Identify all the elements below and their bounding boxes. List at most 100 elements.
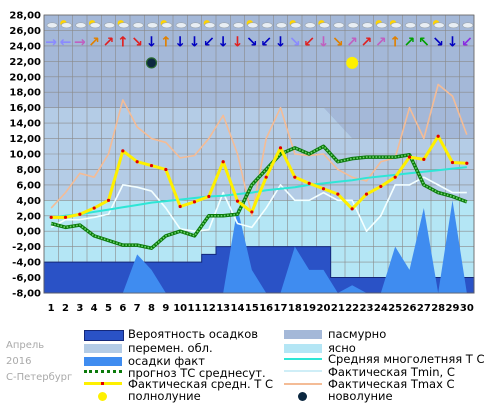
actual-mean-point [49,215,53,219]
legend-precip-prob: Вероятность осадков [128,327,259,341]
x-tick-label: 16 [259,303,273,314]
wind-arrow-icon: ↑ [117,34,129,50]
cloud-shape [304,22,316,29]
x-tick-label: 29 [446,303,460,314]
cloud-shape [419,22,431,29]
cloud-shape [261,22,273,29]
new-moon-marker [145,57,158,69]
cloud-shape [433,22,445,29]
actual-mean-point [235,199,240,203]
legend-swatch-precip-fact [84,357,122,366]
cloud-shape [104,22,116,29]
wind-arrow-icon: ↑ [389,34,401,50]
y-tick-label: 26,00 [9,26,41,37]
sun-cloud-icon [289,20,302,29]
actual-mean-point [278,146,283,150]
actual-mean-point [164,167,168,172]
wind-arrow-icon: ↗ [346,34,358,50]
y-tick-label: 24,00 [9,41,41,52]
full-moon-marker [346,56,359,69]
x-tick-label: 14 [231,303,245,314]
y-tick-label: -4,00 [12,258,41,269]
cloud-icon [147,22,159,29]
cloud-shape [290,22,302,29]
y-tick-label: 18,00 [9,88,41,99]
cloud-icon [233,22,245,29]
cloud-icon [275,22,287,29]
cloud-shape [333,22,345,29]
legend-clear: ясно [328,341,356,355]
actual-mean-point [465,161,469,165]
x-tick-label: 2 [62,303,69,314]
actual-mean-point [149,163,154,168]
wind-arrow-icon: → [45,34,57,50]
wind-arrow-icon: ↖ [418,34,430,50]
wind-arrow-icon: ↑ [160,34,172,50]
y-tick-label: 20,00 [9,72,41,83]
new-moon-icon [298,392,307,401]
legend-climate: Средняя многолетняя Т С [328,352,485,366]
x-tick-label: 3 [76,303,83,314]
cloud-shape [318,22,330,29]
wind-arrow-icon: ↗ [361,34,373,50]
actual-mean-point [178,204,182,209]
cloud-icon [104,22,116,29]
x-tick-label: 20 [317,303,331,314]
actual-mean-point [207,194,211,199]
wind-arrow-icon: ↓ [275,34,287,50]
wind-arrow-icon: ↗ [375,34,387,50]
cloud-icon [404,22,416,29]
legend-swatch-clear [284,344,322,353]
cloud-icon [261,22,273,29]
legend-variable: перемен. обл. [128,341,213,355]
wind-arrow-icon: ↗ [103,34,115,50]
cloud-icon [132,22,144,29]
sun-cloud-icon [60,20,72,29]
sun-cloud-icon [318,20,330,29]
legend-swatch-mean-dot [101,382,104,385]
cloud-icon [218,22,230,29]
wind-arrow-icon: ↗ [88,34,100,50]
legend-swatch-overcast [284,330,322,339]
wind-arrow-icon: ↓ [447,34,459,50]
cloud-shape [233,22,245,29]
actual-mean-point [92,206,96,210]
cloud-icon [175,22,187,29]
legend-swatch-forecast [84,370,122,373]
x-tick-label: 13 [216,303,230,314]
cloud-icon [190,22,202,29]
y-tick-label: 6,00 [16,180,41,191]
cloud-shape [247,22,259,29]
wind-arrow-icon: ↘ [332,34,344,50]
legend-swatch-variable [84,344,122,353]
x-tick-label: 21 [331,303,345,314]
wind-arrow-icon: ↘ [432,34,444,50]
actual-mean-point [192,200,197,204]
wind-arrow-icon: ← [60,34,72,50]
legend-swatch-tmin [284,370,322,372]
actual-mean-point [264,175,268,179]
x-tick-label: 10 [173,303,187,314]
wind-arrow-icon: ↘ [246,34,258,50]
cloud-shape [132,22,144,29]
y-tick-label: 8,00 [16,165,41,176]
sun-cloud-icon [88,20,101,29]
x-tick-label: 8 [148,303,155,314]
y-tick-label: 14,00 [9,119,41,130]
legend-full-moon: полнолуние [128,389,201,403]
actual-mean-point [121,149,125,153]
x-tick-label: 5 [105,303,112,314]
y-tick-label: 2,00 [16,211,41,222]
y-tick-label: 10,00 [9,150,41,161]
cloud-shape [361,22,373,29]
cloud-shape [89,22,101,29]
actual-mean-point [307,181,311,185]
legend-overcast: пасмурно [328,327,387,341]
wind-arrow-icon: ↙ [303,34,315,50]
plot-border [43,14,475,294]
legend-tmin: Фактическая Tmin, C [328,365,455,379]
x-tick-label: 22 [345,303,359,314]
legend-new-moon: новолуние [328,389,393,403]
cloud-shape [218,22,230,29]
x-tick-label: 26 [403,303,417,314]
